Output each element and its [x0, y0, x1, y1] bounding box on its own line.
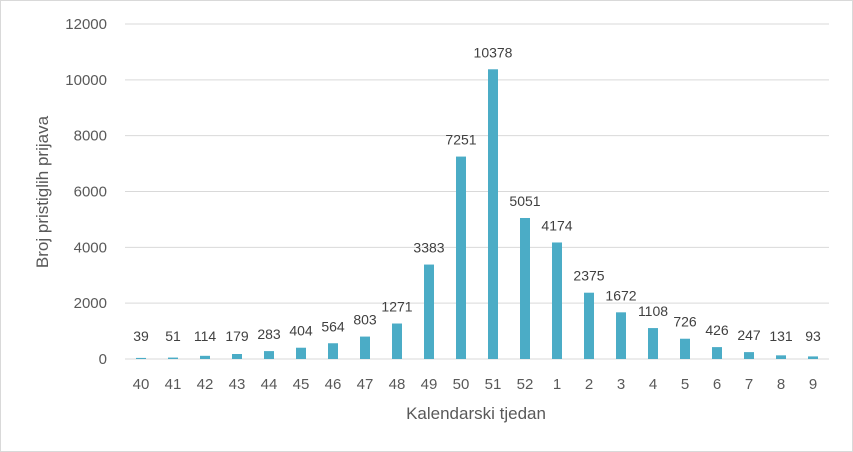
data-label: 5051 — [509, 193, 540, 209]
bar-week-1 — [552, 242, 562, 359]
data-label: 3383 — [413, 240, 444, 256]
data-label: 39 — [133, 328, 149, 344]
data-label: 564 — [321, 318, 345, 334]
bar-week-49 — [424, 264, 434, 359]
data-label: 4174 — [541, 217, 572, 233]
x-tick-label: 6 — [713, 376, 721, 393]
y-tick-label: 4000 — [74, 239, 107, 256]
y-tick-label: 0 — [99, 351, 107, 368]
x-axis-ticks: 40 41 42 43 44 45 46 47 48 49 50 51 52 1 2 3 4 5 6 7 8 9 — [133, 376, 818, 393]
bar-week-51 — [488, 69, 498, 360]
x-tick-label: 2 — [585, 376, 593, 393]
x-tick-label: 43 — [229, 376, 246, 393]
bars — [136, 69, 818, 360]
y-tick-label: 8000 — [74, 128, 107, 145]
x-tick-label: 4 — [649, 376, 657, 393]
x-tick-label: 51 — [485, 376, 502, 393]
data-label: 1108 — [638, 303, 668, 319]
x-tick-label: 47 — [357, 376, 374, 393]
x-tick-label: 48 — [389, 376, 406, 393]
data-label: 404 — [289, 323, 313, 339]
y-axis-ticks: 0 2000 4000 6000 8000 10000 12000 — [65, 16, 107, 368]
bar-week-41 — [168, 357, 178, 359]
bar-week-8 — [776, 355, 786, 359]
x-tick-label: 40 — [133, 376, 150, 393]
data-label: 93 — [805, 328, 821, 344]
bar-week-50 — [456, 156, 466, 359]
bar-week-44 — [264, 351, 274, 359]
data-label: 2375 — [573, 268, 604, 284]
bar-week-2 — [584, 292, 594, 359]
data-label: 803 — [353, 312, 377, 328]
y-tick-label: 10000 — [65, 72, 107, 89]
x-tick-label: 9 — [809, 376, 817, 393]
x-tick-label: 49 — [421, 376, 438, 393]
data-label: 726 — [673, 314, 697, 330]
y-axis-title: Broj pristiglih prijava — [33, 115, 52, 268]
bar-week-9 — [808, 356, 818, 359]
x-tick-label: 44 — [261, 376, 278, 393]
gridlines — [125, 23, 829, 360]
x-tick-label: 7 — [745, 376, 753, 393]
bar-week-42 — [200, 355, 210, 359]
bar-week-47 — [360, 336, 370, 359]
x-tick-label: 41 — [165, 376, 182, 393]
bar-week-45 — [296, 347, 306, 359]
x-tick-label: 3 — [617, 376, 625, 393]
x-tick-label: 5 — [681, 376, 689, 393]
bar-week-43 — [232, 354, 242, 359]
bar-week-40 — [136, 357, 146, 359]
bar-week-48 — [392, 323, 402, 359]
x-tick-label: 8 — [777, 376, 785, 393]
bar-week-5 — [680, 338, 690, 359]
y-tick-label: 12000 — [65, 16, 107, 33]
data-label: 426 — [705, 322, 729, 338]
x-tick-label: 52 — [517, 376, 534, 393]
bar-week-46 — [328, 343, 338, 359]
bar-week-6 — [712, 347, 722, 359]
bar-week-52 — [520, 217, 530, 359]
data-label: 131 — [769, 328, 793, 344]
data-label: 283 — [257, 326, 281, 342]
bar-week-4 — [648, 328, 658, 359]
data-label: 179 — [225, 328, 249, 344]
y-tick-label: 2000 — [74, 295, 107, 312]
x-tick-label: 45 — [293, 376, 310, 393]
data-label: 247 — [737, 327, 761, 343]
x-tick-label: 50 — [453, 376, 470, 393]
bar-week-3 — [616, 312, 626, 359]
data-label: 1271 — [381, 299, 412, 315]
data-label: 10378 — [474, 44, 513, 60]
data-label: 7251 — [445, 132, 476, 148]
x-tick-label: 1 — [553, 376, 561, 393]
data-label: 51 — [165, 328, 181, 344]
x-axis-title: Kalendarski tjedan — [406, 404, 546, 423]
data-label: 114 — [194, 328, 217, 344]
bar-week-7 — [744, 352, 754, 359]
x-tick-label: 46 — [325, 376, 342, 393]
x-tick-label: 42 — [197, 376, 214, 393]
data-label: 1672 — [605, 287, 636, 303]
y-tick-label: 6000 — [74, 184, 107, 201]
